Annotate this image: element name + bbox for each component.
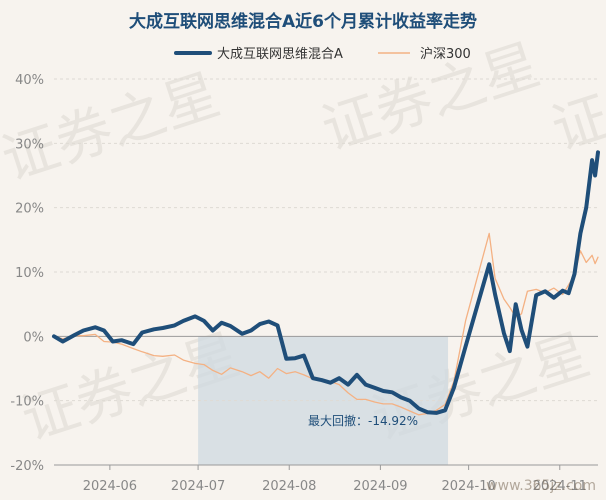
chart-title: 大成互联网思维混合A近6个月累计收益率走势 (129, 11, 477, 32)
x-tick-label-3: 2024-09 (353, 479, 407, 494)
legend-label-fund: 大成互联网思维混合A (217, 47, 343, 62)
y-tick-label-1: 30% (15, 137, 44, 152)
axis-layer: 40% 30% 20% 10% 0% -10% -20% 2024-06 2024-07 2024… (10, 73, 598, 494)
x-tick-label-1: 2024-07 (171, 479, 225, 494)
y-tick-label-3: 10% (15, 266, 44, 281)
series-line-index (53, 232, 599, 416)
y-tick-label-6: -20% (10, 459, 44, 474)
series-layer (52, 150, 600, 416)
y-tick-label-5: -10% (10, 395, 44, 410)
x-tick-label-2: 2024-08 (262, 479, 316, 494)
series-line-fund (52, 150, 600, 415)
legend: 大成互联网思维混合A 沪深300 (174, 46, 471, 62)
x-tick-label-5: 2024-11 (533, 479, 587, 494)
site-watermark: www.365jz.com (486, 478, 596, 494)
x-tick-label-4: 2024-10 (441, 479, 495, 494)
legend-label-index: 沪深300 (420, 46, 471, 62)
x-tick-label-0: 2024-06 (83, 479, 137, 494)
y-tick-label-2: 20% (15, 202, 44, 217)
max-drawdown-label: 最大回撤：-14.92% (308, 413, 418, 428)
y-tick-label-4: 0% (23, 330, 44, 345)
y-tick-label-0: 40% (15, 73, 44, 88)
